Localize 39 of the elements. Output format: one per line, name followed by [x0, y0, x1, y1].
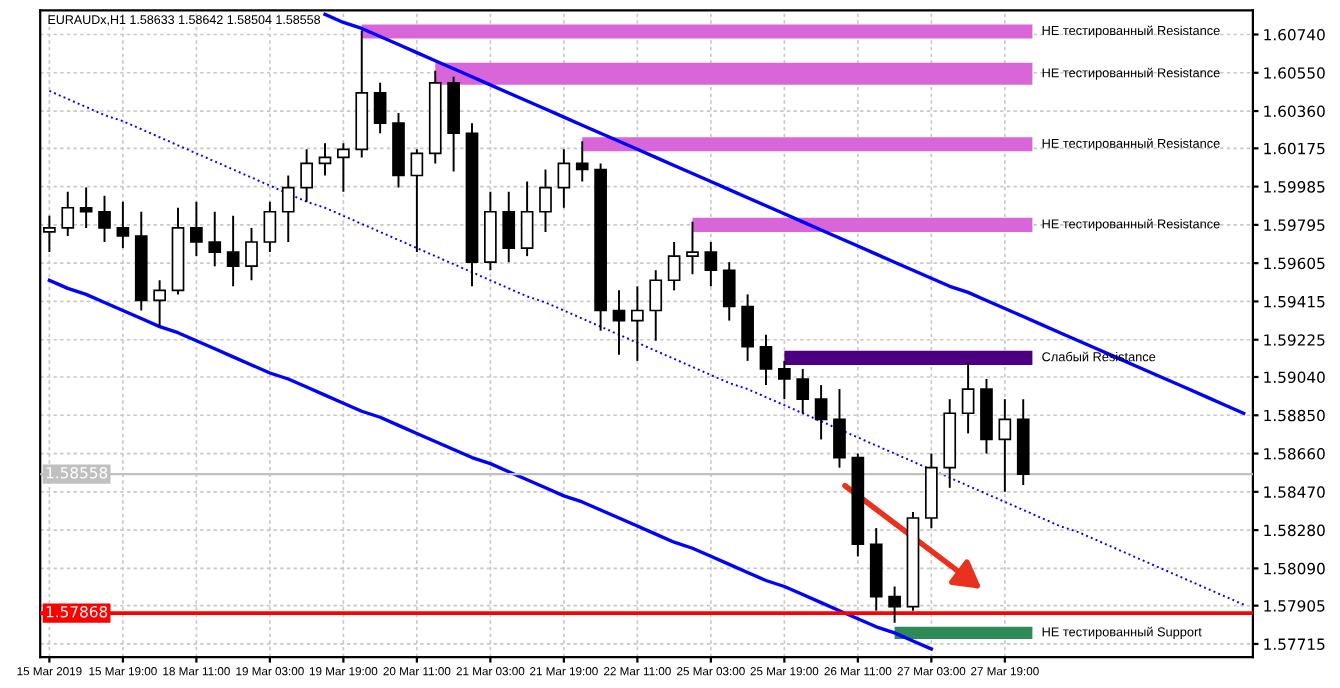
- candlestick: [98, 194, 111, 243]
- candlestick: [520, 180, 534, 258]
- candlestick: [649, 269, 663, 342]
- candlestick: [337, 142, 350, 193]
- candlestick: [263, 200, 277, 254]
- candlestick: [796, 367, 810, 415]
- line-series: [48, 89, 1245, 606]
- candlestick: [300, 148, 313, 203]
- candlestick: [557, 148, 571, 209]
- candlestick: [961, 361, 975, 435]
- candlestick: [833, 388, 846, 469]
- candlestick: [722, 261, 736, 322]
- candlestick: [704, 241, 718, 288]
- candlestick: [667, 241, 681, 292]
- candlestick: [612, 289, 626, 356]
- candlestick: [410, 148, 424, 254]
- candlestick: [79, 186, 93, 229]
- candlestick: [502, 190, 516, 264]
- candlestick: [373, 81, 387, 135]
- candlestick: [631, 285, 644, 362]
- candlestick: [116, 200, 130, 250]
- candlestick: [888, 585, 901, 624]
- candlestick: [61, 190, 75, 237]
- candlestick: [539, 168, 552, 233]
- candlestick: [686, 220, 699, 276]
- candlestick: [575, 140, 589, 183]
- candlestick: [245, 226, 258, 282]
- candlestick: [190, 200, 203, 258]
- candlestick: [741, 293, 754, 362]
- candlestick: [814, 384, 828, 441]
- line-series: [47, 278, 934, 651]
- line-series: [323, 12, 1246, 415]
- candlestick: [281, 174, 295, 243]
- candlestick: [998, 398, 1012, 493]
- candlestick: [778, 359, 791, 401]
- candlestick: [759, 333, 773, 387]
- candlestick: [153, 279, 166, 328]
- candlestick: [226, 214, 240, 288]
- candlestick: [208, 210, 222, 268]
